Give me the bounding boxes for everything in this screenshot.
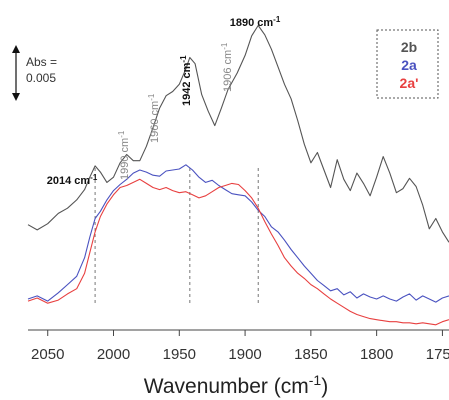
- x-tick-label: 1900: [228, 346, 261, 363]
- scale-bar-arrow-up: [12, 45, 20, 53]
- x-tick-label: 1850: [294, 346, 327, 363]
- peak-label-1906: 1906 cm-1: [220, 42, 234, 92]
- scale-bar: Abs = 0.005: [12, 45, 57, 101]
- legend-entry-2aprime: 2a': [400, 75, 419, 91]
- scale-bar-label-line1: Abs =: [26, 55, 57, 69]
- peak-label-2014: 2014 cm-1: [47, 173, 98, 187]
- x-axis: 2050 2000 1950 1900 1850 1800 1750 Wavenumber (…: [28, 330, 449, 398]
- x-tick-label: 1800: [360, 346, 393, 363]
- x-tick-label: 1750: [426, 346, 449, 363]
- peak-label-1890: 1890 cm-1: [230, 15, 281, 29]
- legend-entry-2a: 2a: [401, 57, 417, 73]
- legend-entry-2b: 2b: [401, 39, 417, 55]
- scale-bar-arrow-down: [12, 93, 20, 101]
- series-line-2a: [28, 165, 449, 302]
- peak-label-1942: 1942 cm-1: [179, 55, 193, 106]
- peak-label-1960: 1960 cm-1: [147, 93, 161, 143]
- scale-bar-label-line2: 0.005: [26, 71, 56, 85]
- x-tick-label: 2050: [31, 346, 64, 363]
- x-tick-label: 1950: [163, 346, 196, 363]
- x-tick-label: 2000: [97, 346, 130, 363]
- legend: 2b 2a 2a': [377, 30, 438, 98]
- series-line-2aprime: [28, 179, 449, 324]
- x-axis-label: Wavenumber (cm-1): [144, 372, 328, 398]
- series-line-2b: [28, 26, 449, 243]
- peak-label-1990: 1990 cm-1: [117, 130, 131, 180]
